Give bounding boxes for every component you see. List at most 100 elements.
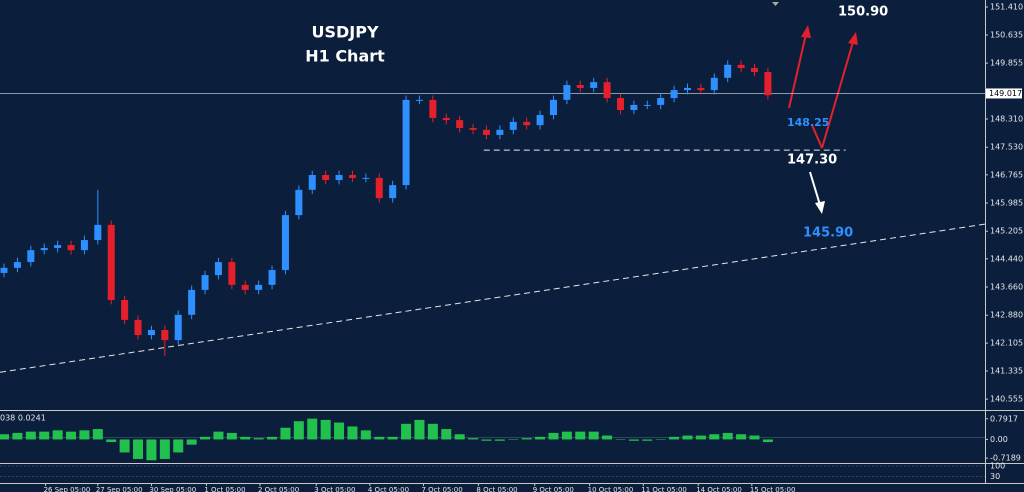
candle-body bbox=[442, 117, 450, 121]
x-tick-label: 10 Oct 05:00 bbox=[588, 486, 634, 492]
macd-bar bbox=[709, 434, 720, 440]
candle-body bbox=[27, 250, 35, 263]
candle-body bbox=[13, 262, 21, 268]
candle-body bbox=[161, 330, 169, 341]
x-tick-label: 26 Sep 05:00 bbox=[44, 486, 91, 492]
x-tick-label: 30 Sep 05:00 bbox=[149, 486, 196, 492]
candle-body bbox=[389, 185, 397, 199]
y-tick-label: 150.635 bbox=[990, 31, 1023, 40]
macd-bar bbox=[561, 431, 572, 440]
candle-body bbox=[603, 82, 611, 99]
macd-bar bbox=[387, 436, 398, 440]
candle-body bbox=[590, 82, 598, 88]
y-tick-label: 145.985 bbox=[990, 199, 1023, 208]
arrow bbox=[811, 124, 823, 149]
macd-label: 038 0.0241 bbox=[0, 414, 46, 423]
y-tick-label: 142.880 bbox=[990, 311, 1023, 320]
candle-body bbox=[67, 245, 75, 251]
macd-bar bbox=[615, 439, 626, 440]
macd-bar bbox=[280, 427, 291, 440]
macd-bar bbox=[133, 439, 144, 459]
shift-marker bbox=[772, 2, 779, 6]
candle-body bbox=[630, 104, 638, 110]
macd-bar bbox=[119, 439, 130, 453]
candle-body bbox=[268, 270, 276, 285]
candle-body bbox=[295, 189, 303, 216]
candle-body bbox=[456, 120, 464, 129]
annotation: 148.25 bbox=[787, 116, 829, 129]
candle-body bbox=[54, 245, 62, 248]
macd-bar bbox=[481, 439, 492, 441]
y-tick-label: 151.410 bbox=[990, 3, 1023, 12]
osc-tick-label: 100 bbox=[990, 462, 1005, 471]
macd-tick-label: 0.00 bbox=[990, 435, 1008, 444]
candle-body bbox=[402, 99, 410, 186]
x-tick-label: 3 Oct 05:00 bbox=[314, 486, 355, 492]
y-tick-label: 144.440 bbox=[990, 254, 1023, 263]
macd-bar bbox=[320, 419, 331, 440]
x-tick-label: 4 Oct 05:00 bbox=[368, 486, 409, 492]
macd-bar bbox=[575, 431, 586, 440]
macd-bar bbox=[92, 429, 103, 440]
macd-bar bbox=[200, 436, 211, 440]
macd-bar bbox=[253, 438, 264, 440]
macd-bar bbox=[628, 439, 639, 441]
y-tick-label: 140.555 bbox=[990, 395, 1023, 404]
candle-body bbox=[147, 330, 155, 336]
macd-bar bbox=[12, 432, 23, 440]
candle-body bbox=[308, 175, 316, 190]
macd-bar bbox=[454, 434, 465, 440]
x-tick-label: 1 Oct 05:00 bbox=[204, 486, 245, 492]
chart-title: USDJPY bbox=[311, 23, 378, 42]
last-price-box bbox=[986, 88, 1022, 99]
macd-bar bbox=[173, 439, 184, 453]
macd-bar bbox=[267, 436, 278, 440]
macd-bar bbox=[602, 435, 613, 440]
candle-body bbox=[80, 240, 88, 251]
candle-body bbox=[362, 177, 370, 179]
candle-body bbox=[40, 247, 48, 251]
macd-bar bbox=[521, 438, 532, 440]
macd-bar bbox=[0, 434, 10, 440]
macd-bar bbox=[66, 431, 77, 440]
macd-bar bbox=[655, 439, 666, 440]
x-tick-label: 27 Sep 05:00 bbox=[96, 486, 143, 492]
candle-body bbox=[737, 64, 745, 69]
macd-bar bbox=[213, 431, 224, 440]
osc-tick-label: 30 bbox=[990, 472, 1000, 481]
candle-body bbox=[750, 68, 758, 73]
macd-bar bbox=[468, 438, 479, 440]
arrows bbox=[788, 25, 858, 214]
y-tick-label: 141.335 bbox=[990, 367, 1023, 376]
candle-body bbox=[469, 128, 477, 130]
macd-bar bbox=[762, 439, 773, 443]
macd-bar bbox=[749, 435, 760, 440]
macd-bar bbox=[226, 432, 237, 440]
candle-body bbox=[482, 129, 490, 135]
macd-bar bbox=[736, 434, 747, 440]
x-tick-label: 9 Oct 05:00 bbox=[533, 486, 574, 492]
macd-bar bbox=[508, 439, 519, 440]
macd-bar bbox=[548, 432, 559, 440]
candle-body bbox=[107, 224, 115, 301]
macd-bar bbox=[159, 439, 170, 459]
x-tick-label: 8 Oct 05:00 bbox=[476, 486, 517, 492]
macd-bar bbox=[695, 435, 706, 440]
candle-body bbox=[255, 284, 263, 290]
macd-bar bbox=[535, 436, 546, 440]
macd-bar bbox=[347, 426, 358, 440]
candle-body bbox=[549, 99, 557, 116]
candle-body bbox=[214, 262, 222, 276]
macd-bar bbox=[146, 439, 157, 461]
macd-bar bbox=[79, 430, 90, 440]
candle-body bbox=[322, 175, 330, 181]
macd-bar bbox=[52, 430, 63, 440]
macd-bar bbox=[669, 436, 680, 440]
arrow bbox=[788, 33, 807, 109]
macd-bar bbox=[441, 429, 452, 440]
candle-body bbox=[335, 175, 343, 181]
candle-body bbox=[710, 77, 718, 91]
